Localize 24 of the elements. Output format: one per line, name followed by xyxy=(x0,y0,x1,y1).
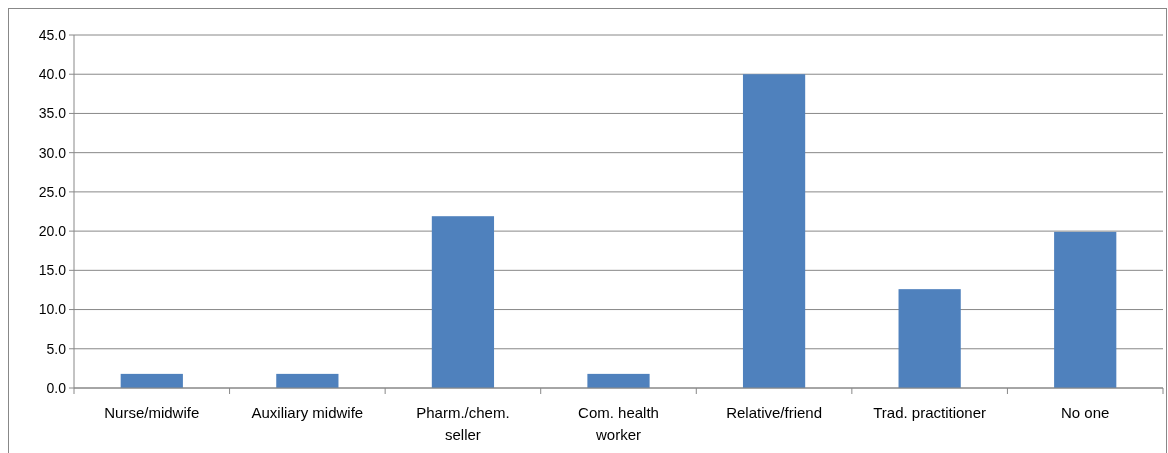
bar xyxy=(898,289,961,388)
y-tick-label: 5.0 xyxy=(46,340,67,357)
x-tick-label: Com. health worker xyxy=(578,404,659,443)
y-tick-label: 45.0 xyxy=(38,26,67,43)
y-tick-label: 20.0 xyxy=(38,223,67,240)
y-tick-label: 25.0 xyxy=(38,183,67,200)
x-tick-label: No one xyxy=(1061,404,1110,421)
bar xyxy=(742,74,806,388)
bar xyxy=(587,373,650,388)
y-tick-label: 40.0 xyxy=(38,66,67,83)
x-tick-label: Auxiliary midwife xyxy=(251,404,364,421)
bar xyxy=(431,216,495,388)
y-tick-label: 10.0 xyxy=(38,301,67,318)
bar xyxy=(120,373,183,388)
x-tick-label: Trad. practitioner xyxy=(873,404,987,421)
bar xyxy=(276,373,339,388)
x-tick-label: Relative/friend xyxy=(726,404,823,421)
y-tick-label: 35.0 xyxy=(38,105,67,122)
bar xyxy=(1054,231,1117,388)
x-tick-label: Pharm./chem. seller xyxy=(416,404,510,443)
y-tick-label: 15.0 xyxy=(38,262,67,279)
y-tick-label: 30.0 xyxy=(38,144,67,161)
y-tick-label: 0.0 xyxy=(46,379,67,396)
x-tick-label: Nurse/midwife xyxy=(104,404,200,421)
